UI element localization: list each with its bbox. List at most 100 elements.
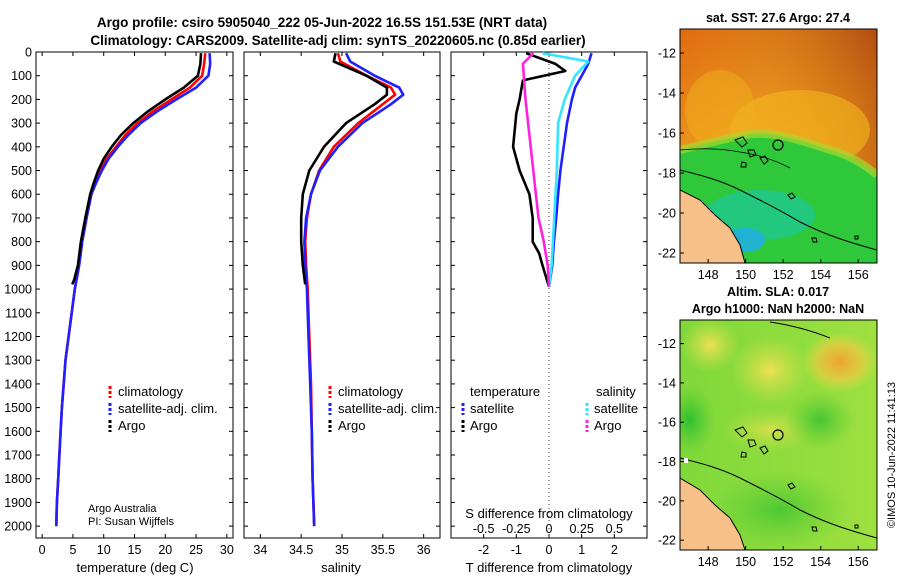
map-y-tick-label: -20 xyxy=(658,494,676,508)
sst-map-title: sat. SST: 27.6 Argo: 27.4 xyxy=(706,11,850,25)
legend-climatology: climatology xyxy=(338,384,404,399)
y-tick-label: 1900 xyxy=(4,496,32,510)
x-tick-label: 35 xyxy=(335,543,349,557)
y-tick-label: 100 xyxy=(11,69,32,83)
salinity-xlabel: salinity xyxy=(321,560,361,575)
s-tick-label: -0.5 xyxy=(473,522,495,536)
map-x-tick-label: 154 xyxy=(810,555,831,569)
legend-header-temperature: temperature xyxy=(470,384,540,399)
map-x-tick-label: 156 xyxy=(848,555,869,569)
figure-title-line1: Argo profile: csiro 5905040_222 05-Jun-2… xyxy=(97,15,547,30)
sla-map-title-line1: Altim. SLA: 0.017 xyxy=(727,285,829,299)
legend-argo: Argo xyxy=(118,418,145,433)
sst-map xyxy=(680,29,877,263)
sla-map-title-line2: Argo h1000: NaN h2000: NaN xyxy=(692,302,864,316)
x-tick-label: 36 xyxy=(417,543,431,557)
y-tick-label: 400 xyxy=(11,140,32,154)
x-tick-label: 10 xyxy=(97,543,111,557)
map-y-tick-label: -14 xyxy=(658,376,676,390)
sla-map xyxy=(680,320,877,550)
salinity-legend: climatology satellite-adj. clim. Argo xyxy=(328,384,438,433)
legend-argo: Argo xyxy=(338,418,365,433)
y-tick-label: 2000 xyxy=(4,520,32,534)
legend-s-argo: Argo xyxy=(594,418,621,433)
legend-header-salinity: salinity xyxy=(596,384,636,399)
map-y-tick-label: -20 xyxy=(658,207,676,221)
x-tick-label: 20 xyxy=(158,543,172,557)
map-x-tick-label: 154 xyxy=(810,268,831,282)
x-tick-label: 25 xyxy=(189,543,203,557)
x-tick-label: 35.5 xyxy=(371,543,395,557)
x-tick-label: 15 xyxy=(128,543,142,557)
s-tick-label: 0.5 xyxy=(606,522,623,536)
map-y-tick-label: -22 xyxy=(658,534,676,548)
y-tick-label: 1800 xyxy=(4,472,32,486)
temperature-panel: 0100200300400500600700800900100011001200… xyxy=(4,46,234,558)
salinity-panel: 34 34.5 35 35.5 36 xyxy=(243,51,441,557)
x-tick-label: 5 xyxy=(69,543,76,557)
plot-frame xyxy=(243,51,441,539)
y-tick-label: 900 xyxy=(11,259,32,273)
x-tick-label: -1 xyxy=(511,543,522,557)
map-y-tick-label: -18 xyxy=(658,455,676,469)
legend-satellite: satellite-adj. clim. xyxy=(338,401,438,416)
map-y-tick-label: -14 xyxy=(658,87,676,101)
y-tick-label: 800 xyxy=(11,235,32,249)
series-line-satellite-s xyxy=(542,51,590,287)
credit-line1: Argo Australia xyxy=(88,503,157,515)
map-x-tick-label: 150 xyxy=(735,268,756,282)
sst-map-ticks: 148 150 152 154 156 -12 -14 -16 -18 -20 -22 xyxy=(658,47,869,283)
plot-frame xyxy=(35,51,234,539)
legend-s-satellite: satellite xyxy=(594,401,638,416)
x-tick-label: 0 xyxy=(39,543,46,557)
y-tick-label: 600 xyxy=(11,188,32,202)
map-y-tick-label: -16 xyxy=(658,127,676,141)
x-tick-label: 2 xyxy=(611,543,618,557)
map-x-tick-label: 152 xyxy=(773,555,794,569)
x-tick-label: 34 xyxy=(253,543,267,557)
series-line-satellite-adj-clim xyxy=(303,52,405,527)
x-tick-label: -2 xyxy=(478,543,489,557)
map-y-tick-label: -18 xyxy=(658,167,676,181)
map-x-tick-label: 148 xyxy=(698,555,719,569)
temperature-xlabel: temperature (deg C) xyxy=(76,560,193,575)
series-line-argo xyxy=(71,53,203,285)
map-y-tick-label: -12 xyxy=(658,47,676,61)
difference-panel: -2 -1 0 1 2 -0.5 -0.25 0 0.25 0.5 xyxy=(450,51,648,557)
difference-legend: temperature salinity satellite Argo sate… xyxy=(461,384,638,433)
series-line-argo xyxy=(299,52,389,285)
x-tick-label: 1 xyxy=(578,543,585,557)
credit-line2: PI: Susan Wijffels xyxy=(88,516,174,528)
y-tick-label: 700 xyxy=(11,211,32,225)
legend-t-argo: Argo xyxy=(470,418,497,433)
y-tick-label: 500 xyxy=(11,164,32,178)
y-tick-label: 1500 xyxy=(4,401,32,415)
s-tick-label: -0.25 xyxy=(502,522,531,536)
s-tick-label: 0 xyxy=(546,522,553,536)
difference-top-label: S difference from climatology xyxy=(465,506,633,521)
y-tick-label: 1700 xyxy=(4,449,32,463)
y-tick-label: 1400 xyxy=(4,377,32,391)
map-x-tick-label: 152 xyxy=(773,268,794,282)
y-tick-label: 1300 xyxy=(4,354,32,368)
map-x-tick-label: 156 xyxy=(848,268,869,282)
figure-title-line2: Climatology: CARS2009. Satellite-adj cli… xyxy=(90,33,585,48)
series-line-argo-t xyxy=(511,51,567,288)
x-tick-label: 30 xyxy=(220,543,234,557)
map-y-tick-label: -16 xyxy=(658,416,676,430)
y-tick-label: 1000 xyxy=(4,283,32,297)
y-tick-label: 1200 xyxy=(4,330,32,344)
sst-map-frame xyxy=(679,28,878,264)
sla-map-ticks: 148 150 152 154 156 -12 -14 -16 -18 -20 -22 xyxy=(658,337,869,569)
map-y-tick-label: -22 xyxy=(658,247,676,261)
legend-climatology: climatology xyxy=(118,384,184,399)
difference-xlabel: T difference from climatology xyxy=(466,560,633,575)
y-tick-label: 200 xyxy=(11,93,32,107)
y-tick-label: 1600 xyxy=(4,425,32,439)
x-tick-label: 0 xyxy=(546,543,553,557)
legend-satellite: satellite-adj. clim. xyxy=(118,401,218,416)
map-y-tick-label: -12 xyxy=(658,337,676,351)
y-tick-label: 300 xyxy=(11,117,32,131)
y-tick-label: 0 xyxy=(25,46,32,60)
temperature-legend: climatology satellite-adj. clim. Argo xyxy=(108,384,218,433)
